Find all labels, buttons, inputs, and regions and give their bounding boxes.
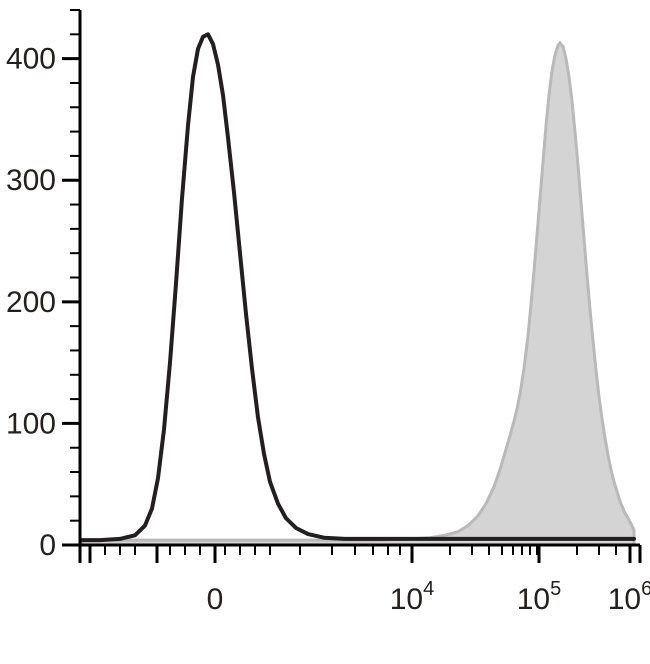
histogram-stained-sample xyxy=(82,43,634,545)
flow-cytometry-histogram: 0 100 200 300 400 0 104 105 106 xyxy=(0,0,650,664)
x-tick-label-10e4: 104 xyxy=(390,578,435,616)
x-tick-label-10e6: 106 xyxy=(608,578,650,616)
y-tick-label: 100 xyxy=(6,407,56,440)
y-tick-label: 200 xyxy=(6,286,56,319)
y-tick-label: 0 xyxy=(39,529,56,562)
x-tick-label-zero: 0 xyxy=(207,583,224,616)
y-tick-label: 300 xyxy=(6,164,56,197)
x-tick-label-10e5: 105 xyxy=(517,578,562,616)
y-tick-label: 400 xyxy=(6,43,56,76)
chart-svg: 0 100 200 300 400 0 104 105 106 xyxy=(0,0,650,664)
